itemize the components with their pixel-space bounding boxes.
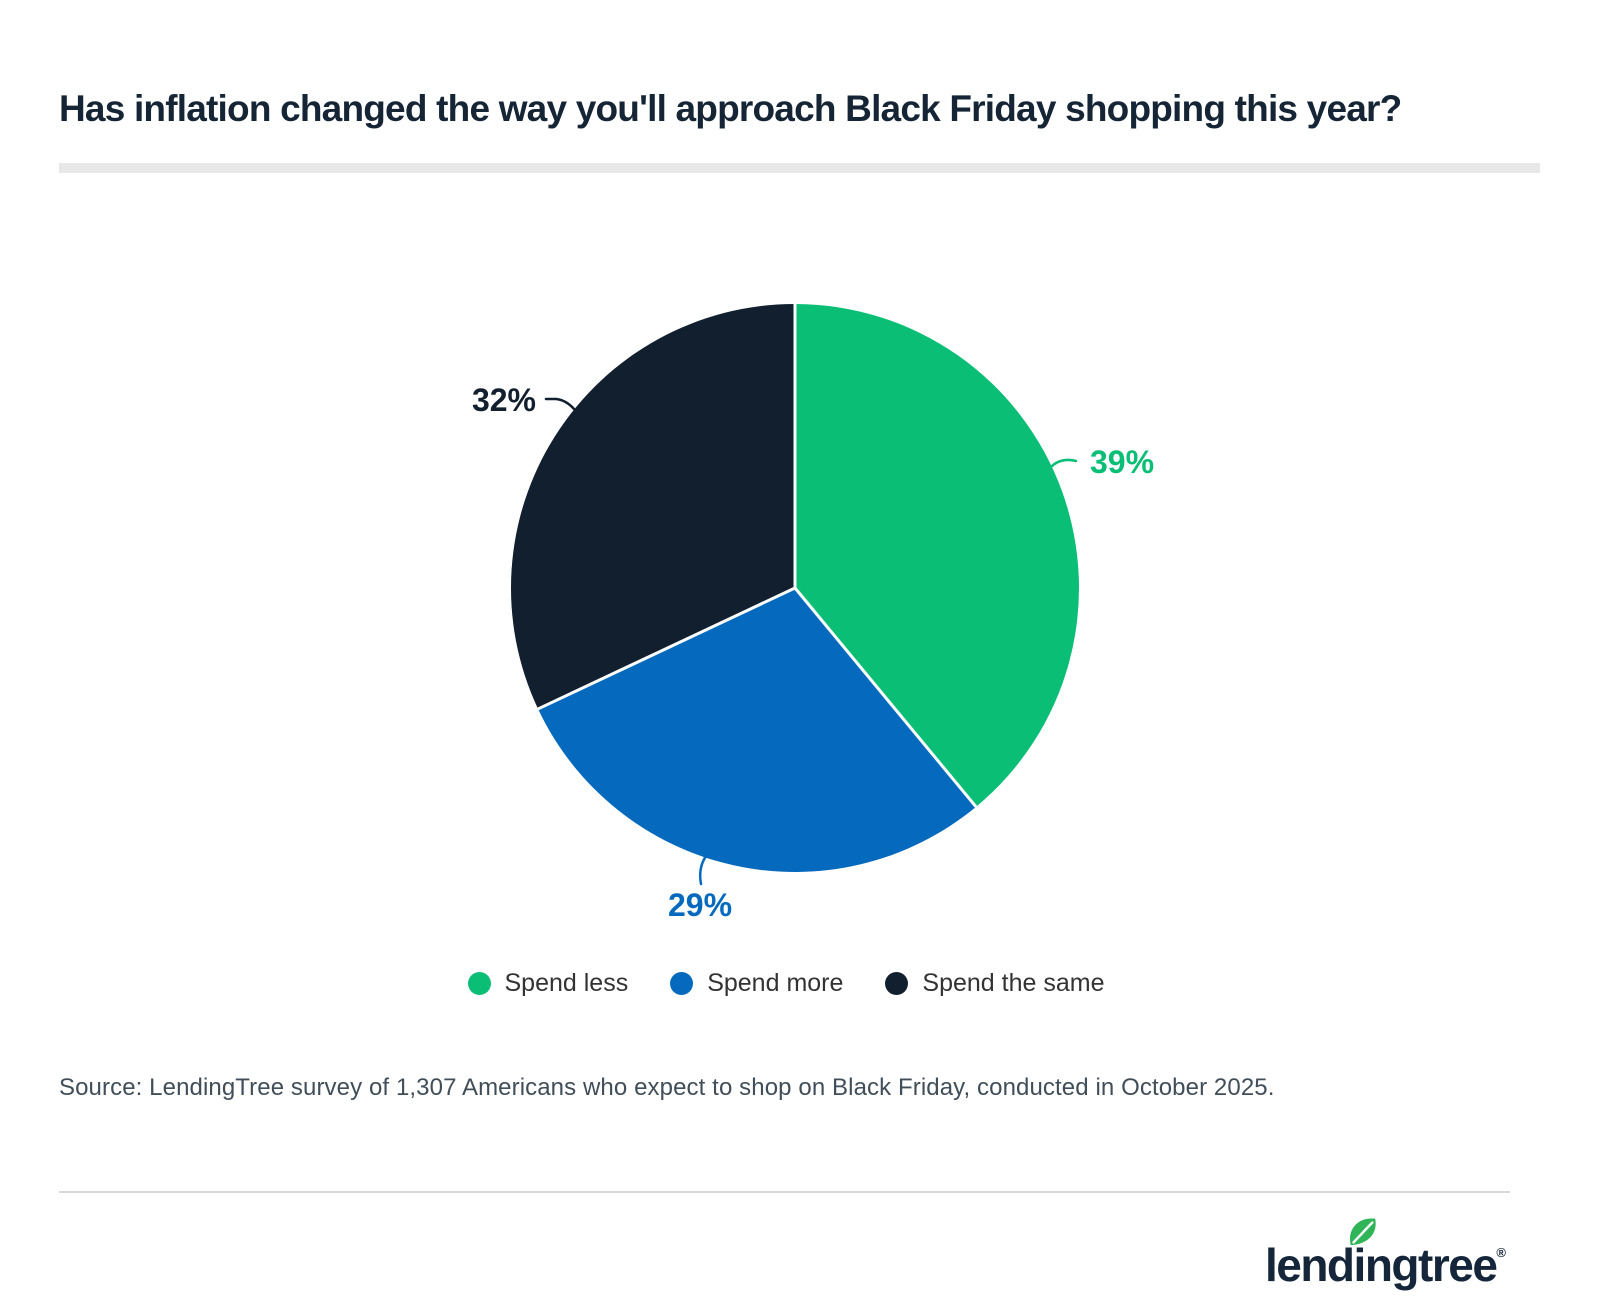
legend-label: Spend the same [922, 969, 1105, 997]
chart-title: Has inflation changed the way you'll app… [59, 88, 1402, 129]
slice-value-label: 39% [1090, 444, 1154, 480]
leaf-icon [1349, 1218, 1376, 1246]
legend-item: Spend more [670, 969, 843, 998]
lendingtree-logo: lendi ngtree® [1264, 1218, 1506, 1292]
legend-swatch-icon [670, 972, 694, 995]
slice-value-label: 32% [472, 382, 536, 418]
legend-label: Spend more [707, 969, 844, 997]
registered-mark: ® [1496, 1245, 1506, 1260]
pie-slice-spend-less [795, 304, 1079, 807]
logo-letter-i: i [1349, 1218, 1376, 1292]
logo-i-char: i [1353, 1239, 1367, 1291]
logo-text-part2: ngtree [1364, 1239, 1498, 1291]
chart-legend: Spend less Spend more Spend the same [0, 969, 1586, 998]
source-note: Source: LendingTree survey of 1,307 Amer… [59, 1074, 1275, 1101]
legend-item: Spend the same [885, 969, 1104, 998]
pie-slice-spend-the-same [510, 304, 795, 709]
legend-label: Spend less [504, 969, 629, 997]
slice-border [793, 587, 978, 808]
legend-swatch-icon [885, 972, 909, 995]
footer-divider [59, 1191, 1510, 1193]
legend-item: Spend less [467, 969, 629, 998]
label-leader-line [544, 397, 576, 411]
logo-text-part1: lend [1264, 1239, 1355, 1291]
label-leader-line [1048, 458, 1078, 470]
label-leader-line [698, 854, 708, 886]
legend-swatch-icon [467, 972, 491, 995]
slice-value-label: 29% [668, 887, 732, 923]
title-rule [59, 163, 1540, 173]
slice-border [537, 586, 796, 711]
